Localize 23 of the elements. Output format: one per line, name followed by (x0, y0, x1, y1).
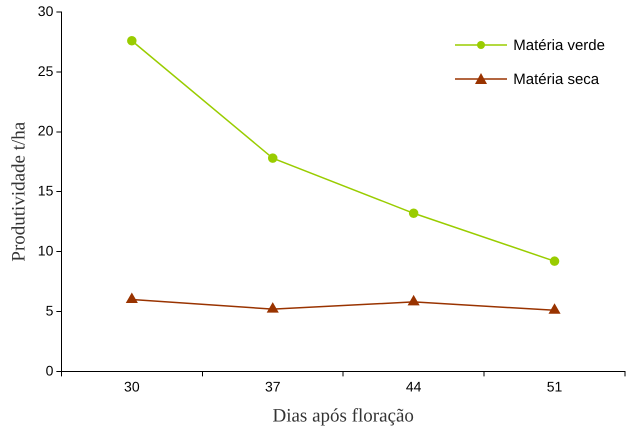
point (408, 296, 420, 306)
point (268, 153, 278, 163)
point (126, 293, 138, 304)
y-tick-label: 5 (46, 302, 54, 318)
point (550, 256, 560, 266)
point (549, 304, 560, 314)
y-tick-label: 25 (38, 62, 54, 79)
x-tick-label: 44 (406, 378, 422, 395)
x-axis-title: Dias após floração (272, 406, 414, 427)
y-axis-title: Produtividade t/ha (8, 121, 30, 262)
x-tick-label: 30 (124, 378, 140, 395)
y-tick-label: 15 (38, 182, 54, 199)
x-tick-label: 37 (264, 378, 281, 395)
y-tick-label: 10 (38, 242, 54, 258)
y-tick-label: 30 (38, 2, 54, 19)
legend-label: Matéria seca (513, 70, 600, 88)
point (408, 208, 418, 218)
x-tick-label: 51 (546, 378, 563, 395)
y-tick-label: 20 (38, 122, 54, 139)
y-tick-label: 0 (46, 362, 54, 378)
point (267, 302, 278, 313)
point (127, 36, 137, 46)
legend-label: Matéria verde (513, 36, 605, 54)
